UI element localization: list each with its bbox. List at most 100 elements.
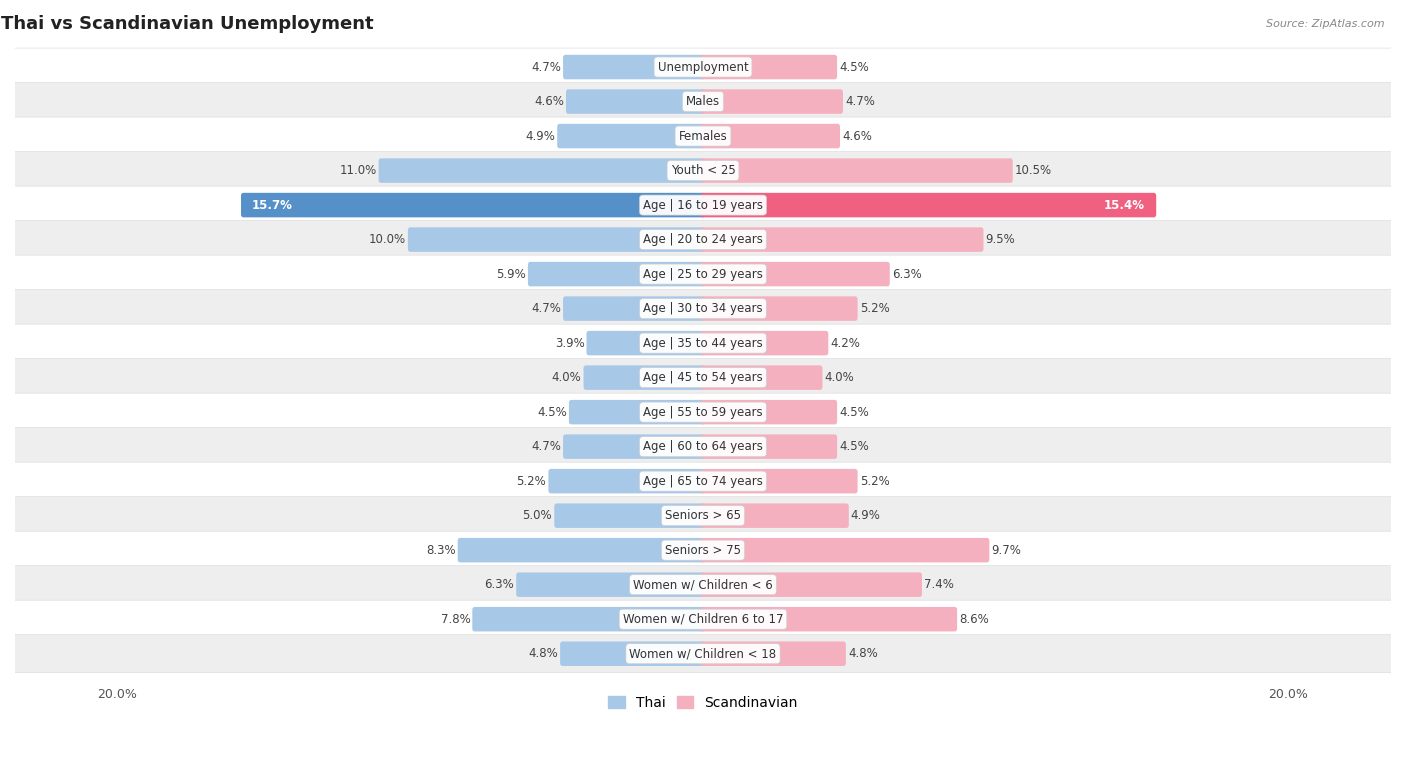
- FancyBboxPatch shape: [700, 435, 837, 459]
- FancyBboxPatch shape: [458, 538, 706, 562]
- Legend: Thai, Scandinavian: Thai, Scandinavian: [603, 690, 803, 715]
- FancyBboxPatch shape: [14, 565, 1392, 603]
- Text: 4.5%: 4.5%: [839, 440, 869, 453]
- Text: 6.3%: 6.3%: [891, 268, 921, 281]
- FancyBboxPatch shape: [560, 641, 706, 666]
- Text: Youth < 25: Youth < 25: [671, 164, 735, 177]
- FancyBboxPatch shape: [472, 607, 706, 631]
- Text: Seniors > 75: Seniors > 75: [665, 544, 741, 556]
- FancyBboxPatch shape: [14, 531, 1392, 569]
- Text: Seniors > 65: Seniors > 65: [665, 509, 741, 522]
- FancyBboxPatch shape: [700, 158, 1012, 183]
- Text: 4.0%: 4.0%: [551, 371, 582, 384]
- Text: 10.5%: 10.5%: [1015, 164, 1052, 177]
- Text: Unemployment: Unemployment: [658, 61, 748, 73]
- FancyBboxPatch shape: [408, 227, 706, 252]
- Text: 7.8%: 7.8%: [440, 612, 470, 626]
- Text: 4.7%: 4.7%: [845, 95, 875, 108]
- FancyBboxPatch shape: [14, 290, 1392, 328]
- FancyBboxPatch shape: [516, 572, 706, 597]
- Text: 15.7%: 15.7%: [252, 198, 292, 212]
- FancyBboxPatch shape: [567, 89, 706, 114]
- FancyBboxPatch shape: [700, 400, 837, 425]
- FancyBboxPatch shape: [14, 428, 1392, 466]
- Text: Women w/ Children < 18: Women w/ Children < 18: [630, 647, 776, 660]
- Text: Women w/ Children 6 to 17: Women w/ Children 6 to 17: [623, 612, 783, 626]
- FancyBboxPatch shape: [548, 469, 706, 494]
- Text: 4.7%: 4.7%: [531, 440, 561, 453]
- Text: 15.4%: 15.4%: [1104, 198, 1144, 212]
- FancyBboxPatch shape: [562, 435, 706, 459]
- FancyBboxPatch shape: [240, 193, 706, 217]
- Text: Age | 65 to 74 years: Age | 65 to 74 years: [643, 475, 763, 488]
- FancyBboxPatch shape: [700, 572, 922, 597]
- Text: Source: ZipAtlas.com: Source: ZipAtlas.com: [1267, 19, 1385, 29]
- Text: 4.8%: 4.8%: [848, 647, 877, 660]
- Text: Age | 30 to 34 years: Age | 30 to 34 years: [643, 302, 763, 315]
- Text: Age | 45 to 54 years: Age | 45 to 54 years: [643, 371, 763, 384]
- FancyBboxPatch shape: [700, 296, 858, 321]
- Text: 4.9%: 4.9%: [526, 129, 555, 142]
- FancyBboxPatch shape: [14, 497, 1392, 534]
- FancyBboxPatch shape: [700, 331, 828, 355]
- FancyBboxPatch shape: [14, 255, 1392, 293]
- FancyBboxPatch shape: [527, 262, 706, 286]
- Text: Males: Males: [686, 95, 720, 108]
- Text: Women w/ Children < 6: Women w/ Children < 6: [633, 578, 773, 591]
- Text: Age | 20 to 24 years: Age | 20 to 24 years: [643, 233, 763, 246]
- Text: 4.8%: 4.8%: [529, 647, 558, 660]
- FancyBboxPatch shape: [562, 296, 706, 321]
- FancyBboxPatch shape: [14, 117, 1392, 155]
- Text: Age | 25 to 29 years: Age | 25 to 29 years: [643, 268, 763, 281]
- Text: 11.0%: 11.0%: [339, 164, 377, 177]
- FancyBboxPatch shape: [14, 324, 1392, 362]
- Text: Age | 55 to 59 years: Age | 55 to 59 years: [643, 406, 763, 419]
- Text: 5.2%: 5.2%: [859, 475, 890, 488]
- Text: Age | 35 to 44 years: Age | 35 to 44 years: [643, 337, 763, 350]
- Text: 6.3%: 6.3%: [485, 578, 515, 591]
- Text: 4.6%: 4.6%: [534, 95, 564, 108]
- FancyBboxPatch shape: [700, 503, 849, 528]
- Text: 5.9%: 5.9%: [496, 268, 526, 281]
- Text: 4.5%: 4.5%: [839, 61, 869, 73]
- Text: 4.2%: 4.2%: [831, 337, 860, 350]
- Text: 4.5%: 4.5%: [537, 406, 567, 419]
- Text: 5.2%: 5.2%: [859, 302, 890, 315]
- FancyBboxPatch shape: [14, 151, 1392, 189]
- Text: 10.0%: 10.0%: [368, 233, 406, 246]
- Text: 7.4%: 7.4%: [924, 578, 953, 591]
- Text: 5.2%: 5.2%: [516, 475, 547, 488]
- FancyBboxPatch shape: [554, 503, 706, 528]
- FancyBboxPatch shape: [14, 359, 1392, 397]
- FancyBboxPatch shape: [583, 366, 706, 390]
- FancyBboxPatch shape: [14, 186, 1392, 224]
- Text: 3.9%: 3.9%: [555, 337, 585, 350]
- Text: 9.5%: 9.5%: [986, 233, 1015, 246]
- Text: 4.9%: 4.9%: [851, 509, 880, 522]
- FancyBboxPatch shape: [586, 331, 706, 355]
- FancyBboxPatch shape: [700, 193, 1156, 217]
- Text: Age | 60 to 64 years: Age | 60 to 64 years: [643, 440, 763, 453]
- Text: Females: Females: [679, 129, 727, 142]
- Text: 4.0%: 4.0%: [824, 371, 855, 384]
- FancyBboxPatch shape: [700, 262, 890, 286]
- Text: 8.3%: 8.3%: [426, 544, 456, 556]
- FancyBboxPatch shape: [700, 55, 837, 79]
- Text: Thai vs Scandinavian Unemployment: Thai vs Scandinavian Unemployment: [1, 15, 374, 33]
- FancyBboxPatch shape: [700, 366, 823, 390]
- FancyBboxPatch shape: [700, 89, 844, 114]
- FancyBboxPatch shape: [700, 124, 839, 148]
- FancyBboxPatch shape: [14, 393, 1392, 431]
- Text: 8.6%: 8.6%: [959, 612, 988, 626]
- Text: 9.7%: 9.7%: [991, 544, 1021, 556]
- FancyBboxPatch shape: [14, 220, 1392, 259]
- Text: 4.5%: 4.5%: [839, 406, 869, 419]
- FancyBboxPatch shape: [378, 158, 706, 183]
- Text: 4.7%: 4.7%: [531, 302, 561, 315]
- FancyBboxPatch shape: [569, 400, 706, 425]
- FancyBboxPatch shape: [14, 48, 1392, 86]
- FancyBboxPatch shape: [562, 55, 706, 79]
- FancyBboxPatch shape: [700, 227, 983, 252]
- FancyBboxPatch shape: [14, 83, 1392, 120]
- FancyBboxPatch shape: [700, 469, 858, 494]
